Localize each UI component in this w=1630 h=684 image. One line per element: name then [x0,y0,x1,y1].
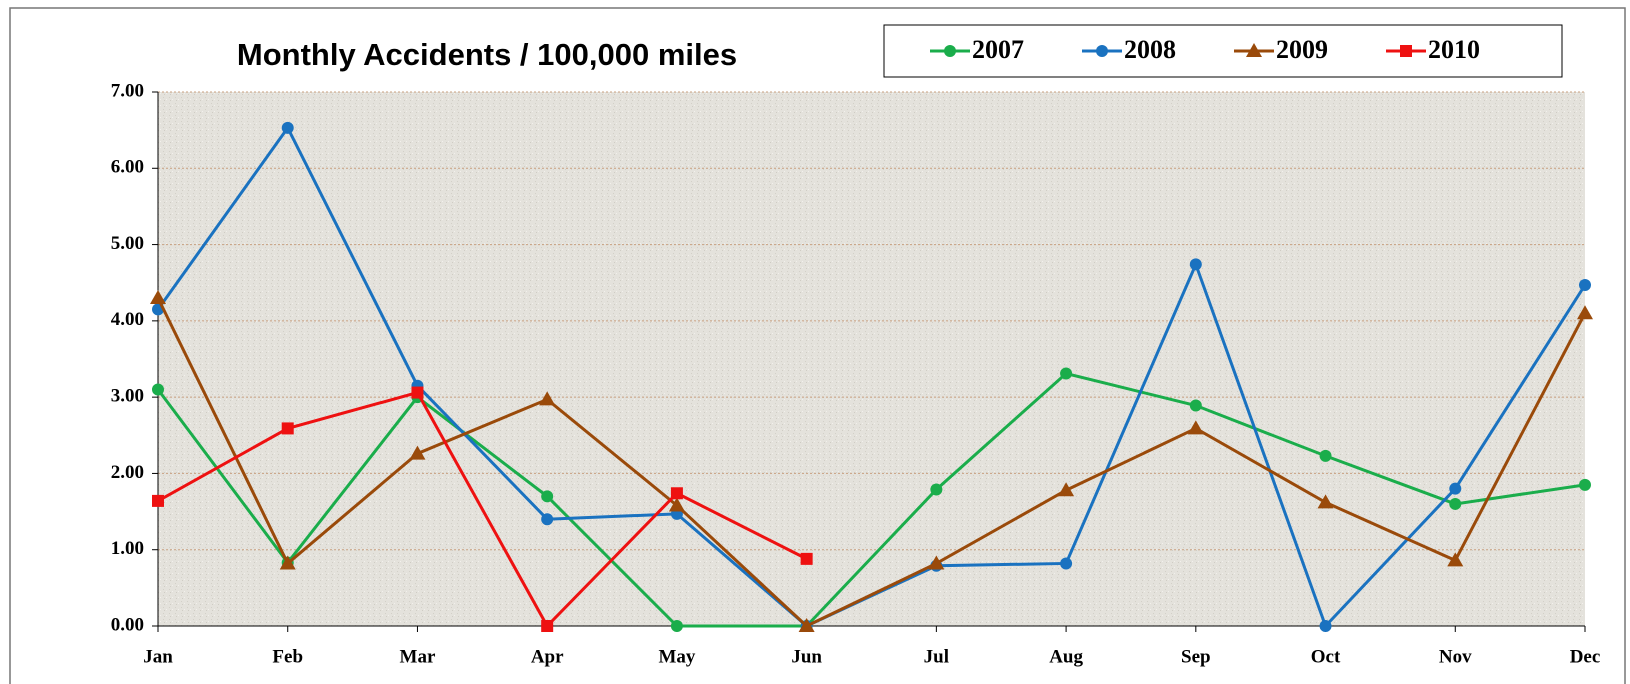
x-tick-label: Jul [924,646,949,667]
data-point [1187,420,1204,435]
data-point [800,552,813,565]
data-point [411,386,424,399]
y-tick-label: 5.00 [111,233,144,254]
x-tick-label: Nov [1439,646,1472,667]
chart-title: Monthly Accidents / 100,000 miles [237,37,737,72]
data-point [1058,482,1075,497]
data-point [281,422,294,435]
data-point [1579,478,1591,491]
data-point [1060,557,1073,570]
data-point [668,497,685,512]
data-point [409,445,426,460]
data-point [541,620,554,632]
legend-label: 2007 [972,35,1024,64]
y-tick-label: 0.00 [111,614,144,635]
y-tick-label: 6.00 [111,157,144,178]
series-line [157,390,808,629]
legend-marker [1400,45,1412,57]
data-point [541,490,554,503]
x-tick-label: Sep [1181,646,1211,667]
x-tick-label: Aug [1049,646,1083,667]
legend-box [883,24,1563,78]
data-point [1189,258,1202,271]
data-point [539,391,556,406]
x-tick-label: Jan [143,646,173,667]
legend-marker [944,45,956,57]
data-point [1447,552,1464,567]
x-tick-label: Apr [531,646,564,667]
data-point [150,289,166,304]
data-point [1579,279,1591,292]
data-point [1449,497,1462,510]
y-tick-label: 4.00 [111,309,144,330]
legend-marker [1096,45,1108,57]
x-tick-label: Oct [1311,646,1341,667]
data-point [1577,305,1593,320]
legend-label: 2010 [1428,35,1480,64]
x-tick-label: May [658,646,695,667]
plot-area [158,92,1585,626]
data-point [1319,620,1332,632]
data-point [1317,494,1334,509]
data-point [1060,367,1073,380]
legend-label: 2009 [1276,35,1328,64]
data-point [1319,449,1332,462]
data-point [541,513,554,526]
data-point [930,483,943,496]
data-point [1449,482,1462,495]
legend-label: 2008 [1124,35,1176,64]
data-point [152,383,164,396]
data-point [798,618,815,632]
data-point [670,620,683,632]
x-tick-label: Dec [1570,646,1601,667]
data-point [279,555,296,570]
y-tick-label: 3.00 [111,386,144,407]
x-tick-label: Feb [272,646,303,667]
series-line [156,371,1586,628]
series-line [156,297,1587,628]
data-point [152,494,164,507]
y-tick-label: 7.00 [111,80,144,101]
data-point [1189,399,1202,412]
x-tick-label: Jun [791,646,822,667]
legend-marker [1246,43,1262,57]
y-tick-label: 1.00 [111,538,144,559]
x-tick-label: Mar [400,646,436,667]
data-point [281,121,294,134]
data-point [670,487,683,500]
y-tick-label: 2.00 [111,462,144,483]
data-point [928,555,945,570]
